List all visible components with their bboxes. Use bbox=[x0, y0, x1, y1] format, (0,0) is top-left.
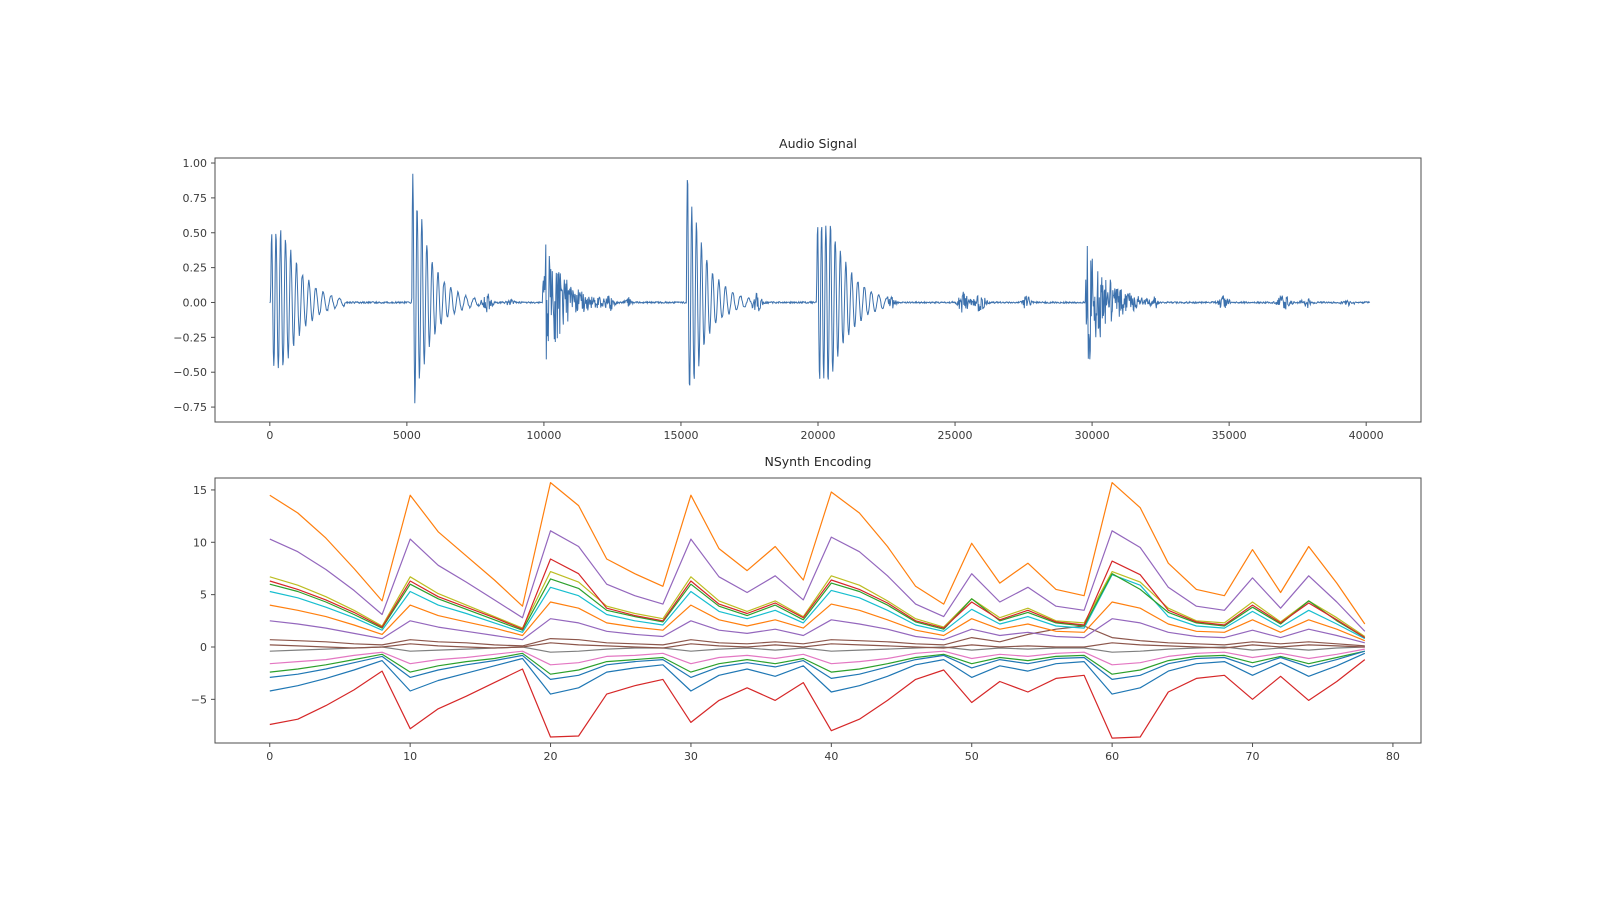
y-tick-label: 10 bbox=[193, 536, 207, 549]
x-tick-label: 10 bbox=[403, 750, 417, 763]
y-tick-label: 0 bbox=[200, 641, 207, 654]
encoding-channel-ch2 bbox=[269, 650, 1365, 675]
y-tick-label: 0.25 bbox=[183, 262, 208, 275]
audio-signal-series bbox=[269, 173, 1371, 404]
x-tick-label: 50 bbox=[965, 750, 979, 763]
x-tick-label: 20000 bbox=[801, 429, 836, 442]
y-tick-label: −5 bbox=[191, 693, 207, 706]
x-tick-label: 30000 bbox=[1075, 429, 1110, 442]
x-tick-label: 10000 bbox=[526, 429, 561, 442]
encoding-channel-ch1 bbox=[269, 482, 1366, 625]
y-tick-label: 15 bbox=[193, 484, 207, 497]
encoding-series-lines bbox=[269, 482, 1366, 739]
x-tick-label: 60 bbox=[1105, 750, 1119, 763]
x-tick-label: 5000 bbox=[393, 429, 421, 442]
encoding-channel-ch7 bbox=[269, 646, 1365, 653]
x-tick-label: 40000 bbox=[1349, 429, 1384, 442]
encoding-channel-ch14 bbox=[269, 618, 1365, 644]
x-tick-label: 30 bbox=[684, 750, 698, 763]
x-tick-label: 0 bbox=[266, 750, 273, 763]
y-tick-label: 5 bbox=[200, 589, 207, 602]
x-tick-label: 35000 bbox=[1212, 429, 1247, 442]
encoding-channel-ch6 bbox=[269, 648, 1365, 666]
encoding-channel-ch9 bbox=[269, 574, 1366, 640]
encoding-channel-ch0 bbox=[269, 652, 1366, 695]
y-tick-label: −0.25 bbox=[173, 331, 207, 344]
y-tick-label: 0.75 bbox=[183, 192, 208, 205]
encoding-channel-ch10 bbox=[269, 650, 1365, 681]
encoding-channel-ch8 bbox=[269, 570, 1366, 637]
audio-axes-group: 0 5000 10000 15000 20000 25000 30000 35000 40000… bbox=[173, 157, 1422, 442]
y-tick-label: 0.50 bbox=[183, 227, 208, 240]
x-tick-label: 0 bbox=[266, 429, 273, 442]
encoding-channel-ch4 bbox=[269, 530, 1366, 632]
encoding-plot-title: NSynth Encoding bbox=[764, 454, 871, 469]
audio-waveform-line bbox=[269, 173, 1371, 404]
y-tick-label: 1.00 bbox=[183, 157, 208, 170]
encoding-channel-ch15 bbox=[269, 642, 1365, 649]
y-tick-label: −0.50 bbox=[173, 366, 207, 379]
encoding-channel-ch12 bbox=[269, 573, 1366, 639]
x-tick-label: 40 bbox=[824, 750, 838, 763]
y-tick-label: −0.75 bbox=[173, 401, 207, 414]
x-tick-label: 80 bbox=[1386, 750, 1400, 763]
encoding-channel-ch5 bbox=[269, 625, 1365, 647]
x-tick-label: 15000 bbox=[663, 429, 698, 442]
axes-spines bbox=[214, 477, 1422, 744]
audio-plot-title: Audio Signal bbox=[779, 136, 857, 151]
x-tick-label: 20 bbox=[544, 750, 558, 763]
encoding-channel-ch11 bbox=[269, 601, 1366, 642]
encoding-channel-ch3 bbox=[269, 659, 1366, 739]
x-tick-label: 25000 bbox=[938, 429, 973, 442]
y-tick-label: 0.00 bbox=[183, 296, 208, 309]
x-tick-label: 70 bbox=[1246, 750, 1260, 763]
encoding-channel-ch13 bbox=[269, 558, 1366, 639]
